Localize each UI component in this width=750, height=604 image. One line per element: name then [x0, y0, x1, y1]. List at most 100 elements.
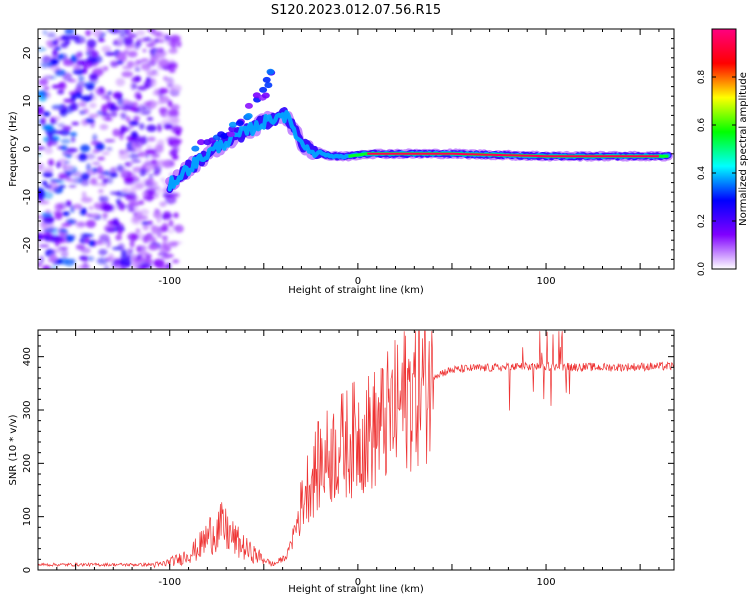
spectrogram-noise-cell: [147, 29, 156, 33]
spectrogram-noise-cell: [109, 167, 118, 174]
spectrogram-noise-cell: [98, 38, 106, 43]
spectrogram-noise-cell: [137, 232, 145, 241]
spectrogram-noise-cell: [57, 123, 66, 128]
spectrogram-noise-cell: [153, 165, 162, 174]
spectrogram-noise-cell: [157, 251, 168, 257]
spectrogram-noise-cell: [136, 93, 142, 100]
spectrogram-noise-cell: [101, 151, 110, 155]
spectrogram-noise-cell: [175, 130, 181, 137]
spectrogram-noise-cell: [170, 104, 180, 111]
spectrogram-noise-cell: [151, 159, 158, 165]
spectrogram-x-tick-label: -100: [158, 276, 181, 287]
spectrogram-noise-cell: [44, 235, 50, 240]
spectrogram-noise-cell: [38, 215, 45, 219]
spectrogram-noise-cell: [168, 109, 178, 117]
spectrogram-noise-cell: [139, 111, 151, 115]
spectrogram-noise-cell: [138, 200, 145, 205]
spectrogram-noise-cell: [88, 239, 95, 247]
spectrogram-noise-cell: [128, 200, 135, 205]
spectrogram-noise-cell: [109, 191, 122, 195]
snr-ylabel: SNR (10 * v/v): [8, 414, 19, 485]
spectrogram-noise-cell: [136, 254, 142, 260]
spectrogram-y-tick-label: 20: [22, 47, 33, 60]
spectrogram-noise-cell: [168, 48, 178, 54]
spectrogram-noise-cell: [167, 99, 173, 108]
colorbar-ticks: 0.0 0.2 0.4 0.6 0.8: [697, 70, 736, 277]
spectrogram-noise-cell: [76, 81, 87, 88]
spectrogram-noise-cell: [47, 158, 55, 167]
spectrogram-ridge-peak: [367, 152, 659, 158]
spectrogram-noise-cell: [44, 184, 52, 189]
spectrogram-noise-cell: [153, 258, 165, 267]
colorbar-tick-label: 0.2: [697, 214, 707, 228]
spectrogram-noise-cell: [120, 125, 126, 134]
spectrogram-noise-cell: [73, 65, 82, 70]
spectrogram-noise-cell: [69, 170, 82, 177]
spectrogram-noise-cell: [97, 175, 105, 180]
spectrogram-noise-cell: [84, 237, 90, 244]
spectrogram-noise-cell: [59, 232, 65, 237]
spectrogram-noise-cell: [102, 195, 109, 203]
spectrogram-noise-cell: [38, 162, 45, 172]
spectrogram-noise-cell: [58, 184, 66, 189]
spectrogram-noise-cell: [71, 121, 80, 126]
spectrogram-noise-cell: [90, 177, 98, 186]
spectrogram-branch-blob: [259, 86, 268, 93]
spectrogram-noise-cell: [38, 244, 50, 248]
spectrogram-noise-cell: [147, 136, 156, 142]
spectrogram-noise-cell: [85, 117, 95, 124]
spectrogram-noise-cell: [80, 196, 93, 203]
spectrogram-noise-cell: [120, 249, 127, 257]
spectrogram-noise-cell: [42, 265, 51, 269]
snr-y-ticks: 0 100 200 300 400: [22, 334, 674, 573]
spectrogram-noise-cell: [88, 113, 99, 118]
colorbar-tick-label: 0.0: [697, 262, 707, 277]
spectrogram-noise-cell: [86, 256, 95, 262]
spectrogram-noise-cell: [146, 124, 157, 132]
spectrogram-noise-cell: [133, 143, 143, 148]
spectrogram-noise-cell: [49, 57, 61, 67]
snr-y-tick-label: 100: [22, 507, 33, 526]
spectrogram-noise-cell: [161, 241, 168, 249]
spectrogram-noise-cell: [153, 210, 162, 219]
spectrogram-noise-cell: [69, 131, 78, 137]
spectrogram-noise-cell: [120, 265, 127, 269]
spectrogram-noise: [38, 29, 184, 269]
spectrogram-noise-cell: [115, 234, 122, 241]
spectrogram-noise-cell: [114, 257, 121, 267]
spectrogram-noise-cell: [130, 186, 137, 195]
spectrogram-noise-cell: [44, 147, 54, 155]
chart-title: S120.2023.012.07.56.R15: [271, 3, 441, 18]
spectrogram-noise-cell: [80, 178, 90, 187]
spectrogram-noise-cell: [156, 217, 162, 224]
spectrogram-noise-cell: [110, 111, 118, 117]
spectrogram-noise-cell: [51, 116, 61, 121]
spectrogram-noise-cell: [176, 40, 182, 48]
spectrogram-noise-cell: [145, 78, 156, 83]
snr-xlabel: Height of straight line (km): [288, 584, 424, 595]
spectrogram-noise-cell: [156, 231, 162, 238]
spectrogram-noise-cell: [51, 84, 61, 89]
spectrogram-noise-cell: [156, 139, 165, 149]
spectrogram-ylabel: Frequency (Hz): [8, 111, 19, 187]
spectrogram-noise-cell: [83, 257, 88, 266]
spectrogram-noise-cell: [131, 159, 142, 163]
spectrogram-ridge: [165, 68, 673, 194]
spectrogram-noise-cell: [162, 211, 172, 220]
spectrogram-noise-cell: [68, 179, 78, 183]
spectrogram-noise-cell: [39, 117, 46, 126]
spectrogram-noise-cell: [112, 91, 122, 99]
spectrogram-noise-cell: [157, 47, 165, 54]
spectrogram-noise-cell: [64, 29, 75, 35]
spectrogram-noise-cell: [90, 213, 100, 218]
spectrogram-noise-cell: [104, 51, 116, 56]
spectrogram-noise-cell: [132, 101, 139, 108]
spectrogram-xlabel: Height of straight line (km): [288, 285, 424, 296]
spectrogram-noise-cell: [163, 123, 173, 130]
spectrogram-noise-cell: [116, 201, 124, 210]
snr-x-tick-label: -100: [158, 577, 181, 588]
spectrogram-noise-cell: [58, 82, 66, 89]
spectrogram-noise-cell: [130, 81, 138, 91]
spectrogram-noise-cell: [102, 203, 114, 212]
spectrogram-noise-cell: [77, 154, 88, 162]
